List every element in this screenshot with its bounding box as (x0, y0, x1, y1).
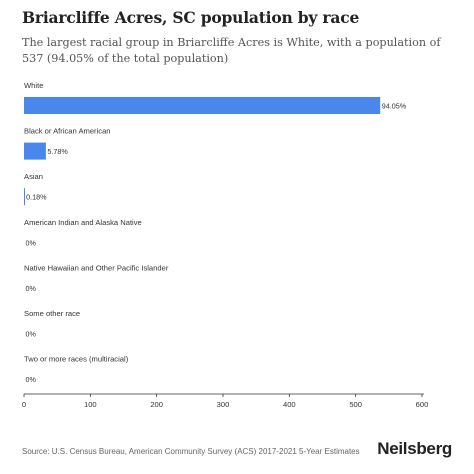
data-label: 0% (26, 238, 37, 247)
data-label: 94.05% (382, 102, 407, 111)
data-label: 0% (26, 330, 37, 339)
category-label: Black or African American (24, 127, 111, 136)
x-tick-label: 600 (416, 400, 429, 409)
x-tick-label: 300 (217, 400, 230, 409)
category-label: Native Hawaiian and Other Pacific Island… (24, 263, 169, 272)
x-tick-label: 200 (150, 400, 163, 409)
x-tick-label: 0 (22, 400, 26, 409)
chart-subtitle: The largest racial group in Briarcliffe … (22, 36, 441, 65)
category-label: Some other race (24, 309, 80, 318)
category-label: Two or more races (multiracial) (24, 355, 129, 364)
bar (24, 97, 381, 114)
data-label: 0% (26, 375, 37, 384)
data-label: 5.78% (47, 147, 68, 156)
brand-logo: Neilsberg (377, 439, 452, 458)
category-label: American Indian and Alaska Native (24, 218, 142, 227)
bar (24, 142, 46, 160)
data-label: 0% (26, 284, 37, 293)
source-note: Source: U.S. Census Bureau, American Com… (22, 447, 360, 456)
x-tick-label: 100 (84, 400, 97, 409)
bar (24, 188, 25, 206)
x-tick-label: 500 (349, 400, 362, 409)
category-label: Asian (24, 172, 43, 181)
category-label: White (24, 81, 43, 90)
chart-title: Briarcliffe Acres, SC population by race (22, 8, 360, 27)
x-tick-label: 400 (283, 400, 296, 409)
data-label: 0.18% (26, 193, 47, 202)
